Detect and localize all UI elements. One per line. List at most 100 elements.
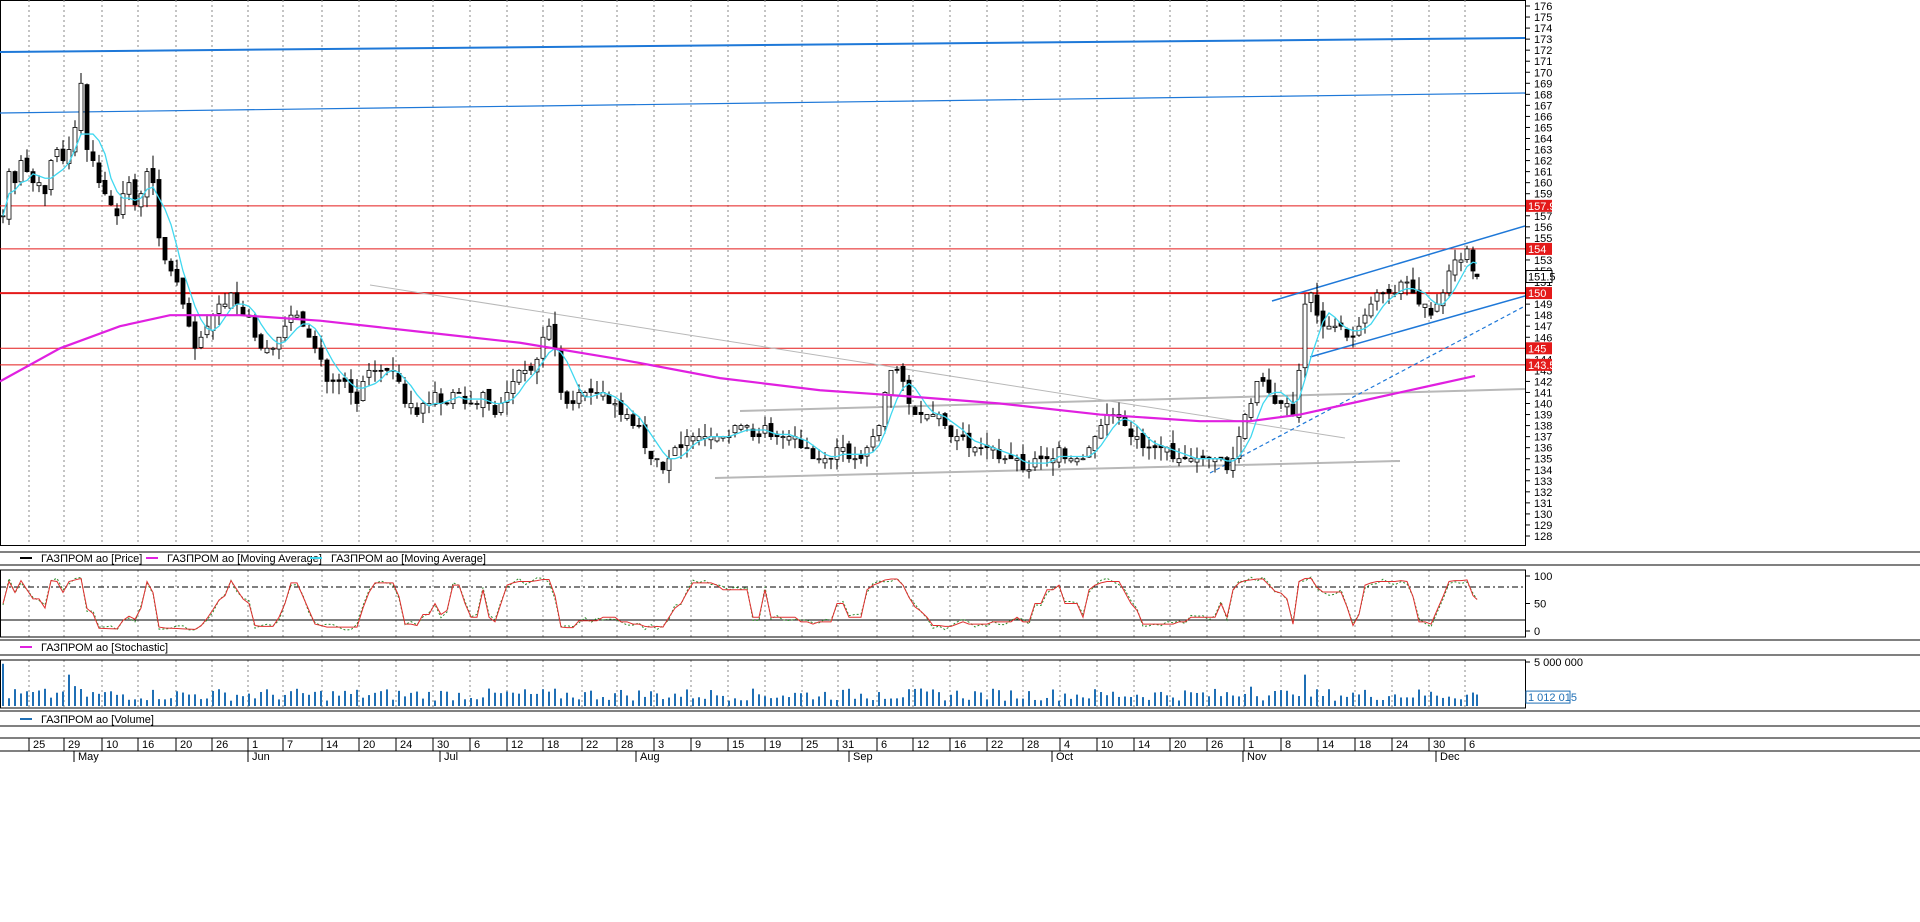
volume-bar xyxy=(1034,699,1036,706)
candle-body xyxy=(906,379,912,404)
y-tick-label: 167 xyxy=(1534,100,1552,112)
candle-body xyxy=(366,369,372,378)
candle-body xyxy=(960,434,966,438)
volume-bar xyxy=(362,697,364,706)
volume-bar xyxy=(1238,696,1240,706)
volume-bar xyxy=(1334,700,1336,706)
volume-bar xyxy=(1082,697,1084,706)
volume-bar xyxy=(878,692,880,706)
volume-bar xyxy=(770,698,772,706)
x-tick-label: 14 xyxy=(1322,739,1334,751)
legend-label: ГАЗПРОМ ао [Stochastic] xyxy=(41,642,168,654)
volume-bar xyxy=(974,691,976,706)
x-tick-label: 24 xyxy=(1396,739,1408,751)
candle-body xyxy=(1002,458,1008,461)
candle-body xyxy=(1410,279,1416,294)
candle-body xyxy=(918,411,924,415)
candle-body xyxy=(60,148,66,161)
x-tick-label: 20 xyxy=(363,739,375,751)
candle-body xyxy=(72,127,78,153)
volume-bar xyxy=(800,693,802,706)
candle-body xyxy=(1452,259,1458,276)
candle-body xyxy=(126,182,132,195)
legend-label: ГАЗПРОМ ао [Moving Average] xyxy=(167,553,322,565)
volume-bar xyxy=(14,689,16,706)
y-tick-label: 146 xyxy=(1534,332,1552,344)
candle-body xyxy=(750,428,756,438)
candle-body xyxy=(108,195,114,206)
candle-body xyxy=(780,436,786,439)
trend-line-top xyxy=(0,37,1526,53)
volume-bar xyxy=(992,688,994,706)
candle-body xyxy=(840,447,846,452)
volume-bar xyxy=(446,691,448,706)
volume-bar xyxy=(134,699,136,706)
volume-bar xyxy=(1016,698,1018,706)
legend-label: ГАЗПРОМ ао [Moving Average] xyxy=(331,553,486,565)
volume-bar xyxy=(248,693,250,706)
volume-bar xyxy=(68,674,70,706)
volume-bar xyxy=(224,692,226,706)
x-tick-label: 26 xyxy=(1211,739,1223,751)
candle-body xyxy=(90,151,96,161)
candle-body xyxy=(234,292,240,305)
price-tag xyxy=(1526,242,1552,255)
candle-body xyxy=(798,438,804,449)
y-tick-label: 132 xyxy=(1534,487,1552,499)
candle-body xyxy=(846,443,852,460)
volume-bar xyxy=(758,694,760,706)
price-tag-label: 150 xyxy=(1528,288,1546,300)
y-tick-label: 141 xyxy=(1534,387,1552,399)
candle-body xyxy=(1242,414,1248,439)
volume-bar xyxy=(1268,695,1270,706)
month-label: May xyxy=(78,751,99,763)
candle-body xyxy=(1344,328,1350,338)
volume-bar xyxy=(368,695,370,706)
volume-bar xyxy=(1052,689,1054,706)
x-tick-label: 4 xyxy=(1064,739,1070,751)
volume-bar xyxy=(188,694,190,706)
volume-bar xyxy=(1430,691,1432,706)
candle-body xyxy=(222,303,228,307)
volume-bar xyxy=(374,692,376,706)
volume-bar xyxy=(470,698,472,706)
candle-body xyxy=(1350,335,1356,338)
candle-body xyxy=(192,321,198,349)
candle-body xyxy=(1146,446,1152,449)
price-panel[interactable]: 1281291301311321331341351361371381391401… xyxy=(0,0,1920,708)
candle-body xyxy=(384,368,390,371)
candle-body xyxy=(42,185,48,195)
candle-body xyxy=(804,447,810,450)
candle-body xyxy=(924,414,930,420)
volume-bar xyxy=(386,689,388,706)
volume-bar xyxy=(1046,697,1048,706)
volume-bar xyxy=(458,692,460,706)
candle-body xyxy=(1386,288,1392,294)
price-tag-label: 143.5 xyxy=(1528,360,1556,372)
volume-tag-label: 1 012 015 xyxy=(1528,692,1577,704)
volume-bar xyxy=(950,694,952,706)
stochastic-panel[interactable]: 0 50 100 xyxy=(0,569,1920,656)
candle-body xyxy=(138,193,144,208)
candle-body xyxy=(498,403,504,413)
volume-bar xyxy=(1454,698,1456,706)
candle-body xyxy=(360,381,366,401)
y-tick-label: 139 xyxy=(1534,410,1552,422)
candle-body xyxy=(1260,377,1266,382)
y-tick-label: 172 xyxy=(1534,45,1552,57)
volume-bar xyxy=(1190,692,1192,706)
y-tick-label: 138 xyxy=(1534,421,1552,433)
month-label: Jul xyxy=(444,751,458,763)
x-tick-label: 20 xyxy=(1174,739,1186,751)
candle-body xyxy=(102,179,108,195)
volume-bar xyxy=(1340,695,1342,706)
volume-bar xyxy=(392,699,394,706)
volume-panel[interactable]: 5 000 000 1 012 015 xyxy=(0,657,1920,727)
candle-body xyxy=(84,84,90,150)
volume-bar xyxy=(260,691,262,706)
candle-body xyxy=(606,394,612,404)
candle-body xyxy=(732,425,738,434)
candle-body xyxy=(1308,292,1314,303)
volume-bar xyxy=(1130,697,1132,706)
